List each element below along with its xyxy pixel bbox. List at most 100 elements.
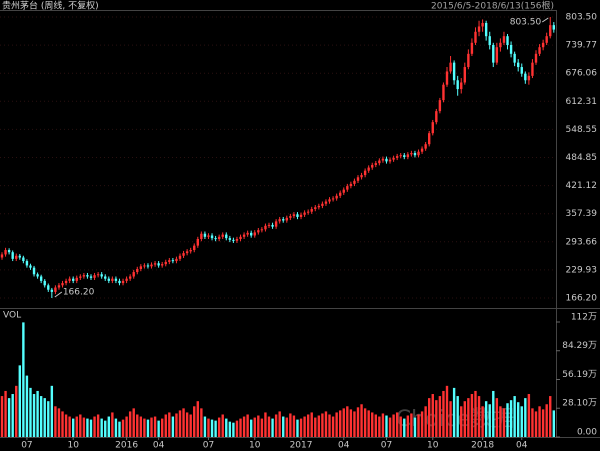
x-tick-label: 04 bbox=[516, 441, 528, 451]
candle-body bbox=[314, 207, 317, 210]
volume-tick-label: 112万 bbox=[571, 313, 597, 323]
candle-body bbox=[363, 170, 367, 176]
volume-bar bbox=[100, 418, 103, 437]
candle-body bbox=[107, 278, 110, 281]
volume-bar bbox=[257, 415, 260, 437]
candle-body bbox=[527, 75, 531, 81]
x-tick-label: 07 bbox=[21, 441, 32, 451]
candle-body bbox=[185, 251, 189, 254]
candle-body bbox=[114, 278, 118, 281]
volume-bar bbox=[132, 408, 135, 437]
volume-bar bbox=[0, 396, 4, 437]
volume-bar bbox=[86, 418, 89, 437]
volume-bar bbox=[47, 401, 50, 437]
volume-bar bbox=[303, 416, 306, 437]
candle-body bbox=[481, 22, 484, 27]
candle-body bbox=[57, 285, 61, 288]
x-tick-label: 2017 bbox=[290, 441, 313, 451]
volume-bar bbox=[460, 406, 463, 437]
volume-bar bbox=[125, 416, 128, 437]
candle-body bbox=[96, 274, 100, 276]
y-tick-label: 803.50 bbox=[566, 13, 598, 23]
y-tick-label: 166.20 bbox=[566, 294, 598, 304]
volume-bar bbox=[118, 421, 121, 437]
volume-bar bbox=[89, 419, 93, 437]
candle-body bbox=[403, 155, 406, 157]
volume-bar bbox=[506, 403, 509, 437]
y-tick-label: 421.12 bbox=[566, 181, 598, 191]
volume-bar bbox=[509, 400, 513, 437]
volume-bar bbox=[541, 409, 545, 437]
candle-body bbox=[349, 183, 353, 187]
candle-body bbox=[253, 232, 256, 236]
volume-bar bbox=[299, 418, 303, 437]
candle-body bbox=[189, 250, 192, 252]
volume-bar bbox=[356, 407, 360, 437]
volume-bar bbox=[221, 414, 224, 437]
volume-bar bbox=[203, 416, 207, 437]
candle-body bbox=[132, 272, 135, 277]
candle-body bbox=[452, 62, 456, 81]
candle-body bbox=[417, 151, 420, 156]
candle-body bbox=[428, 133, 431, 145]
candle-body bbox=[552, 25, 555, 30]
volume-bar bbox=[292, 415, 296, 437]
volume-bar bbox=[374, 414, 377, 437]
candle-body bbox=[278, 219, 281, 222]
volume-bar bbox=[314, 417, 317, 437]
candle-body bbox=[460, 82, 463, 90]
volume-bar bbox=[470, 394, 474, 437]
candle-body bbox=[392, 157, 395, 160]
candle-body bbox=[47, 285, 50, 290]
candle-body bbox=[150, 264, 153, 267]
volume-bar bbox=[534, 411, 538, 437]
candle-body bbox=[385, 158, 388, 162]
volume-bar bbox=[392, 414, 395, 437]
volume-bar bbox=[367, 410, 370, 437]
x-tick-label: 04 bbox=[338, 441, 350, 451]
candle-body bbox=[353, 180, 356, 184]
y-tick-label: 739.77 bbox=[566, 41, 598, 51]
volume-bar bbox=[29, 387, 32, 437]
candle-body bbox=[274, 221, 278, 227]
candle-body bbox=[11, 252, 14, 259]
volume-bar bbox=[445, 385, 449, 437]
volume-bar bbox=[381, 413, 385, 437]
candle-body bbox=[221, 234, 224, 237]
candle-body bbox=[125, 278, 128, 281]
candle-body bbox=[342, 189, 345, 193]
x-tick-label: 07 bbox=[203, 441, 214, 451]
volume-bar bbox=[82, 417, 86, 437]
candle-body bbox=[399, 155, 402, 157]
annotation-arrow bbox=[541, 17, 549, 23]
y-tick-label: 357.39 bbox=[566, 209, 598, 219]
volume-bar bbox=[143, 418, 146, 437]
candle-body bbox=[171, 260, 175, 262]
candle-body bbox=[217, 236, 221, 240]
volume-bar bbox=[428, 398, 431, 437]
candle-body bbox=[499, 42, 502, 48]
volume-bar bbox=[492, 390, 495, 437]
x-tick-label: 10 bbox=[67, 441, 79, 451]
volume-bar bbox=[50, 385, 54, 437]
candle-body bbox=[541, 42, 545, 48]
volume-bar bbox=[171, 416, 175, 437]
volume-bar bbox=[189, 414, 192, 437]
volume-bar bbox=[235, 420, 239, 437]
volume-bar bbox=[128, 411, 132, 437]
volume-bar bbox=[153, 416, 157, 437]
candle-body bbox=[395, 156, 399, 158]
volume-bar bbox=[250, 419, 253, 437]
candle-body bbox=[484, 22, 488, 37]
volume-bar bbox=[310, 412, 313, 437]
candle-body bbox=[61, 283, 64, 286]
candle-body bbox=[93, 275, 96, 278]
candle-body bbox=[531, 62, 534, 76]
volume-bar bbox=[395, 412, 399, 437]
candle-body bbox=[271, 224, 274, 227]
volume-bar bbox=[520, 406, 523, 437]
volume-bar bbox=[456, 396, 459, 437]
candle-body bbox=[193, 245, 196, 251]
volume-bar bbox=[260, 418, 264, 437]
volume-bar bbox=[499, 406, 502, 437]
